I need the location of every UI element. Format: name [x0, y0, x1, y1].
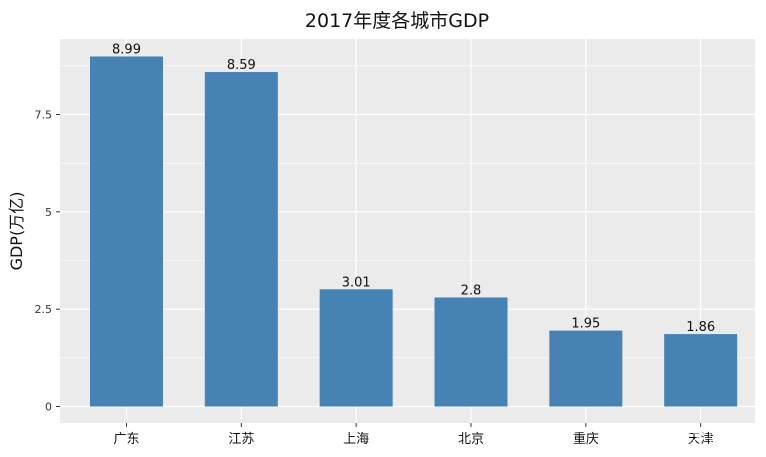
- chart-title: 2017年度各城市GDP: [305, 10, 489, 32]
- bar-上海: [319, 289, 393, 407]
- x-tick-label: 上海: [343, 432, 369, 447]
- y-axis-label: GDP(万亿): [7, 192, 26, 271]
- bar-广东: [90, 56, 163, 407]
- data-label: 1.95: [571, 317, 600, 332]
- x-tick-label: 江苏: [228, 431, 254, 447]
- data-labels: 8.99 8.59 3.01 2.8 1.95 1.86: [112, 42, 715, 335]
- data-label: 8.99: [112, 42, 141, 57]
- bars: [90, 56, 738, 407]
- plot-panel: [60, 39, 755, 423]
- y-tick-label: 5: [45, 206, 52, 219]
- x-axis-ticks: 广东 江苏 上海 北京 重庆 天津: [113, 423, 714, 447]
- y-axis-ticks: 0 2.5 5 7.5: [35, 109, 60, 414]
- bar-重庆: [549, 330, 623, 407]
- data-label: 2.8: [461, 283, 482, 298]
- x-tick-label: 北京: [458, 432, 484, 447]
- data-label: 1.86: [686, 320, 715, 335]
- bar-江苏: [204, 72, 278, 407]
- bar-天津: [664, 334, 738, 407]
- data-label: 3.01: [342, 275, 371, 290]
- y-tick-label: 2.5: [35, 303, 53, 316]
- bar-北京: [434, 297, 508, 407]
- x-tick-label: 广东: [113, 432, 139, 447]
- y-tick-label: 0: [45, 401, 52, 414]
- data-label: 8.59: [227, 58, 256, 73]
- y-tick-label: 7.5: [35, 109, 53, 122]
- x-tick-label: 重庆: [573, 431, 599, 447]
- x-tick-label: 天津: [688, 432, 714, 447]
- watermark: CSDN @我真不是小样: [599, 430, 752, 448]
